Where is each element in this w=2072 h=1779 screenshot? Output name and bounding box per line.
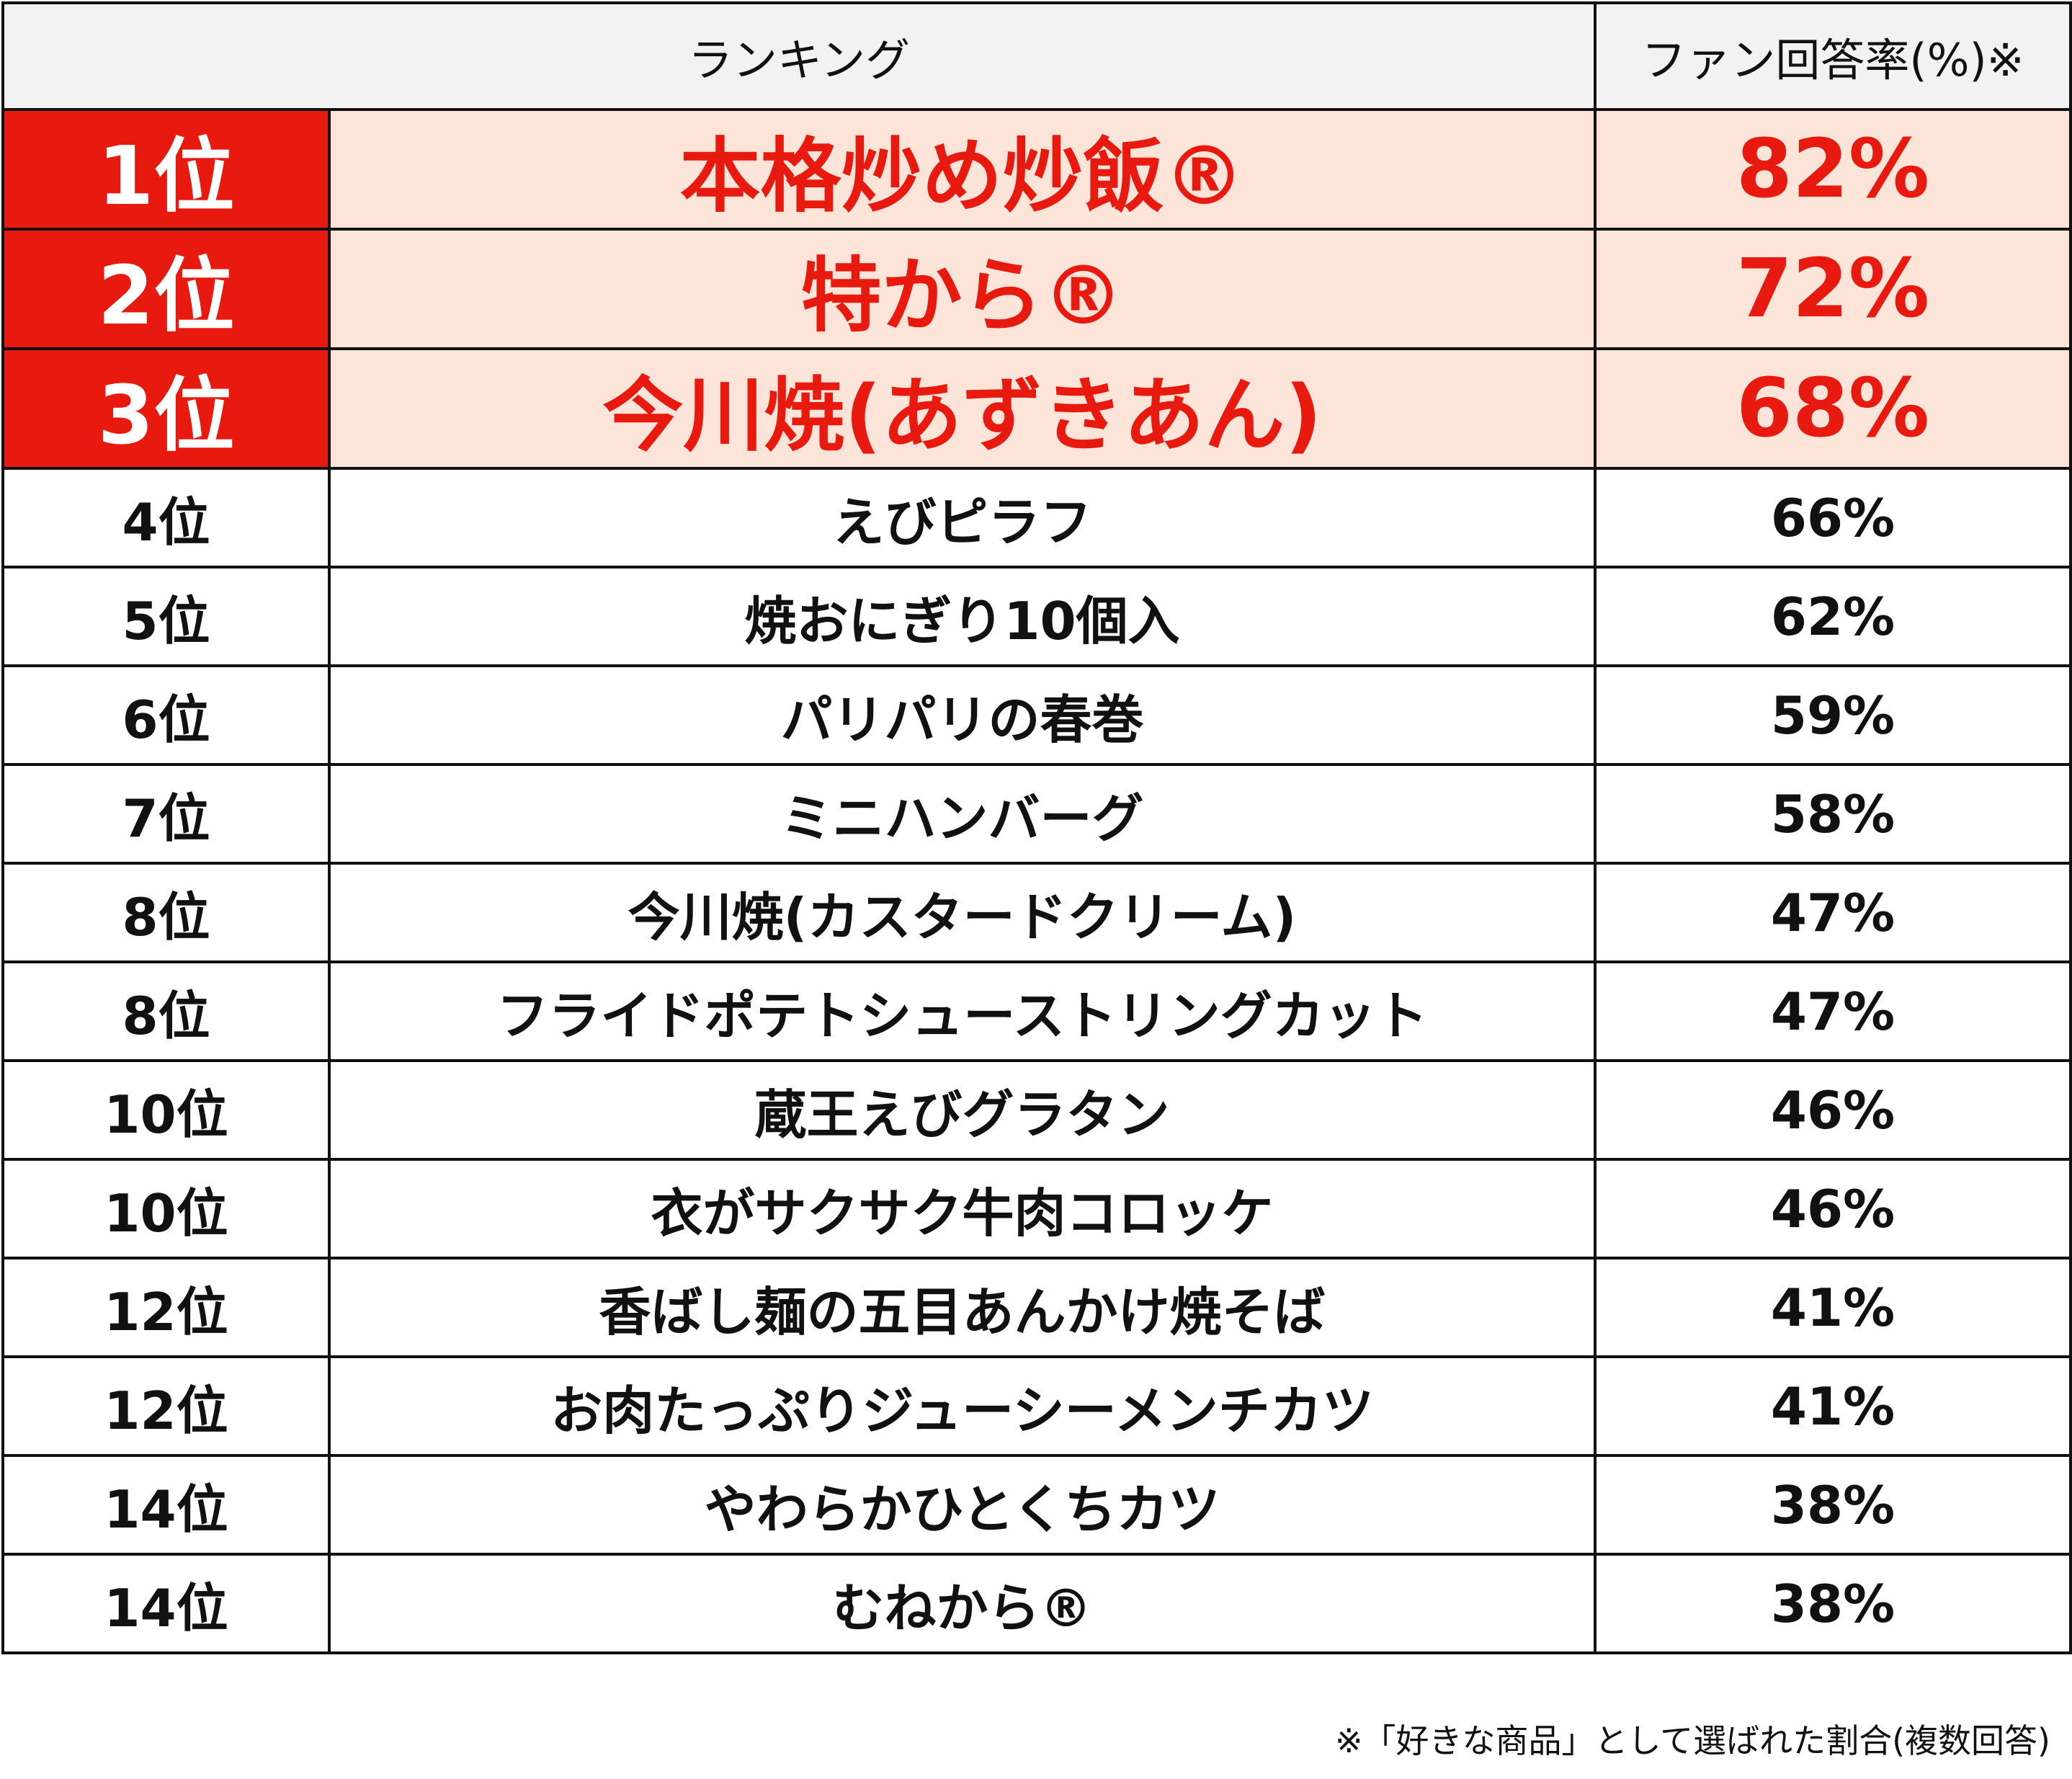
table-row: 8位 フライドポテトシューストリングカット 47% xyxy=(1,960,2072,1062)
rate-cell: 68% xyxy=(1594,347,2072,470)
rank-cell: 10位 xyxy=(1,1059,331,1161)
rate-cell: 62% xyxy=(1594,566,2072,667)
table-row: 14位 やわらかひとくちカツ 38% xyxy=(1,1454,2072,1556)
table-row: 10位 衣がサクサク牛肉コロッケ 46% xyxy=(1,1158,2072,1259)
product-name-cell: えびピラフ xyxy=(327,467,1597,569)
rank-cell: 12位 xyxy=(1,1257,331,1358)
table-row: 1位 本格炒め炒飯® 82% xyxy=(1,108,2072,231)
product-name-cell: 特から® xyxy=(327,228,1597,350)
rate-cell: 46% xyxy=(1594,1059,2072,1161)
rate-cell: 38% xyxy=(1594,1553,2072,1654)
footnote: ※「好きな商品」として選ばれた割合(複数回答) xyxy=(1334,1721,2050,1760)
table-row: 12位 お肉たっぷりジューシーメンチカツ 41% xyxy=(1,1355,2072,1457)
header-ranking: ランキング xyxy=(1,1,1597,111)
table-row: 10位 蔵王えびグラタン 46% xyxy=(1,1059,2072,1161)
rate-cell: 46% xyxy=(1594,1158,2072,1259)
rank-cell: 1位 xyxy=(1,108,331,231)
rank-cell: 3位 xyxy=(1,347,331,470)
rate-cell: 58% xyxy=(1594,763,2072,865)
product-name-cell: 衣がサクサク牛肉コロッケ xyxy=(327,1158,1597,1259)
product-name-cell: 今川焼(あずきあん) xyxy=(327,347,1597,470)
rate-cell: 38% xyxy=(1594,1454,2072,1556)
product-name-cell: むねから® xyxy=(327,1553,1597,1654)
header-row: ランキング ファン回答率(%)※ xyxy=(1,1,2072,111)
table-row: 5位 焼おにぎり10個入 62% xyxy=(1,566,2072,667)
rank-cell: 7位 xyxy=(1,763,331,865)
product-name-cell: 今川焼(カスタードクリーム) xyxy=(327,862,1597,963)
rate-cell: 41% xyxy=(1594,1257,2072,1358)
rank-cell: 14位 xyxy=(1,1553,331,1654)
table-row: 4位 えびピラフ 66% xyxy=(1,467,2072,569)
table-row: 3位 今川焼(あずきあん) 68% xyxy=(1,347,2072,470)
product-name-cell: ミニハンバーグ xyxy=(327,763,1597,865)
rank-cell: 6位 xyxy=(1,664,331,766)
rate-cell: 82% xyxy=(1594,108,2072,231)
rank-cell: 2位 xyxy=(1,228,331,350)
table-row: 12位 香ばし麺の五目あんかけ焼そば 41% xyxy=(1,1257,2072,1358)
rate-cell: 59% xyxy=(1594,664,2072,766)
rank-cell: 5位 xyxy=(1,566,331,667)
table-row: 2位 特から® 72% xyxy=(1,228,2072,350)
rank-cell: 14位 xyxy=(1,1454,331,1556)
table-row: 14位 むねから® 38% xyxy=(1,1553,2072,1654)
table-row: 6位 パリパリの春巻 59% xyxy=(1,664,2072,766)
rate-cell: 72% xyxy=(1594,228,2072,350)
rate-cell: 41% xyxy=(1594,1355,2072,1457)
ranking-table: ランキング ファン回答率(%)※ 1位 本格炒め炒飯® 82% 2位 特から® 72% 3位… xyxy=(1,1,2072,1654)
product-name-cell: やわらかひとくちカツ xyxy=(327,1454,1597,1556)
product-name-cell: 蔵王えびグラタン xyxy=(327,1059,1597,1161)
rate-cell: 47% xyxy=(1594,862,2072,963)
rank-cell: 4位 xyxy=(1,467,331,569)
table-row: 7位 ミニハンバーグ 58% xyxy=(1,763,2072,865)
rate-cell: 47% xyxy=(1594,960,2072,1062)
product-name-cell: パリパリの春巻 xyxy=(327,664,1597,766)
rate-cell: 66% xyxy=(1594,467,2072,569)
product-name-cell: フライドポテトシューストリングカット xyxy=(327,960,1597,1062)
product-name-cell: 焼おにぎり10個入 xyxy=(327,566,1597,667)
rank-cell: 8位 xyxy=(1,862,331,963)
rank-cell: 8位 xyxy=(1,960,331,1062)
rank-cell: 12位 xyxy=(1,1355,331,1457)
rank-cell: 10位 xyxy=(1,1158,331,1259)
product-name-cell: 香ばし麺の五目あんかけ焼そば xyxy=(327,1257,1597,1358)
product-name-cell: お肉たっぷりジューシーメンチカツ xyxy=(327,1355,1597,1457)
product-name-cell: 本格炒め炒飯® xyxy=(327,108,1597,231)
header-rate: ファン回答率(%)※ xyxy=(1594,1,2072,111)
table-row: 8位 今川焼(カスタードクリーム) 47% xyxy=(1,862,2072,963)
